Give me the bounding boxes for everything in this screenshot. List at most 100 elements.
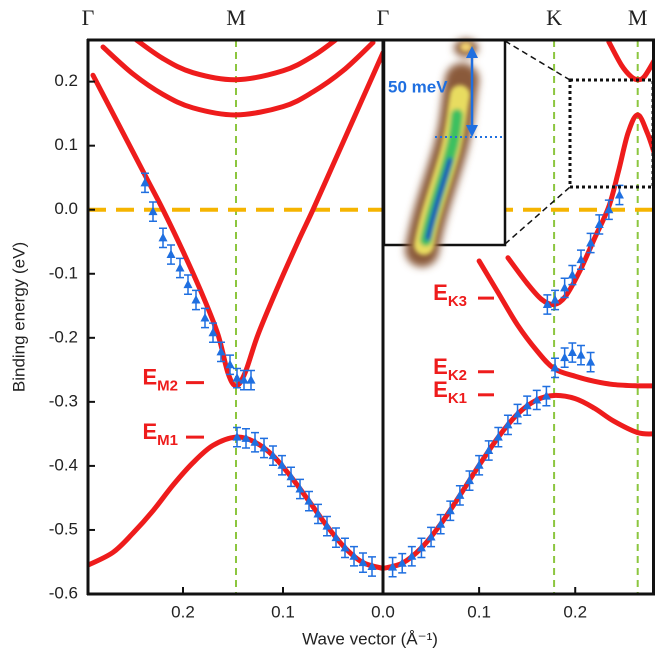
inset-label: 50 meV [388, 77, 448, 96]
data-point [567, 270, 577, 279]
data-point [604, 204, 614, 214]
data-point [436, 519, 446, 528]
y-tick-label: 0.2 [54, 71, 78, 90]
x-tick-label: 0.2 [563, 602, 587, 621]
energy-label-main: E [433, 377, 448, 402]
spectrum-band [425, 157, 453, 241]
energy-label: EK1 [433, 377, 467, 407]
data-point [225, 359, 235, 369]
data-point [445, 505, 455, 515]
frame [86, 38, 655, 596]
y-tick-label: -0.5 [49, 519, 78, 538]
data-point [241, 433, 251, 442]
data-point [208, 327, 218, 337]
zoom-box [568, 78, 655, 189]
data-point [340, 542, 350, 552]
data-point [358, 557, 368, 567]
x-tick-label: 0.1 [271, 602, 295, 621]
energy-label-main: E [142, 364, 157, 389]
data-point [313, 508, 323, 518]
y-tick-label: 0.1 [54, 135, 78, 154]
plot-area [88, 40, 655, 594]
data-point [166, 249, 176, 259]
y-tick-label: -0.4 [49, 455, 78, 474]
data-point [522, 400, 532, 410]
data-point [397, 558, 407, 567]
energy-label-sub: K2 [448, 367, 467, 384]
data-point [560, 352, 570, 362]
symmetry-label: Γ [82, 5, 95, 30]
x-tick-label: 0.0 [371, 602, 395, 621]
y-tick-label: -0.6 [49, 583, 78, 602]
band-curve [606, 40, 655, 83]
band-curve [505, 112, 655, 308]
data-point [594, 219, 604, 228]
zoom-connector [504, 186, 571, 245]
data-point [484, 445, 494, 455]
data-point [542, 299, 552, 309]
y-tick-label: -0.1 [49, 263, 78, 282]
data-point [474, 460, 484, 469]
energy-label-main: E [142, 419, 157, 444]
band-curve [100, 40, 376, 118]
data-point [239, 375, 249, 384]
data-point [286, 471, 296, 481]
data-point [331, 532, 341, 542]
data-point [550, 295, 560, 304]
data-point [455, 490, 465, 499]
data-point [200, 312, 210, 322]
x-tick-label: 0.2 [171, 602, 195, 621]
data-point [560, 282, 570, 292]
spectrum-band [460, 42, 472, 52]
energy-label-sub: K1 [448, 390, 467, 407]
y-tick-label: -0.2 [49, 327, 78, 346]
energy-label-sub: M2 [157, 378, 178, 395]
data-point [295, 483, 305, 493]
band-curve [90, 50, 383, 389]
data-point [216, 346, 226, 356]
data-point [576, 254, 586, 264]
data-point [183, 279, 193, 289]
data-point [465, 475, 475, 485]
data-point [367, 561, 377, 570]
data-point [586, 238, 596, 247]
data-point [322, 521, 332, 530]
symmetry-label: M [226, 5, 246, 30]
data-point [388, 562, 398, 571]
band-curve [383, 392, 655, 571]
energy-label: EK2 [433, 354, 467, 384]
energy-label-main: E [433, 354, 448, 379]
data-point [232, 373, 242, 382]
symmetry-label: K [546, 5, 562, 30]
data-point [246, 375, 256, 384]
data-point [175, 263, 185, 272]
data-point [232, 432, 242, 441]
data-point [614, 189, 624, 199]
inset: 50 meV [382, 38, 507, 267]
data-point [416, 542, 426, 552]
data-point [268, 450, 278, 460]
data-point [493, 432, 503, 441]
y-tick-label: 0.0 [54, 199, 78, 218]
data-point [349, 551, 359, 560]
data-point [277, 460, 287, 469]
y-tick-label: -0.3 [49, 391, 78, 410]
data-point [304, 496, 314, 505]
data-point [541, 391, 551, 400]
data-point [576, 350, 586, 359]
y-axis-label: Binding energy (eV) [9, 242, 28, 392]
data-point [158, 232, 168, 242]
data-point [148, 206, 158, 216]
symmetry-label: Γ [377, 5, 390, 30]
x-tick-label: 0.1 [467, 602, 491, 621]
data-point [250, 437, 260, 446]
energy-label-main: E [433, 280, 448, 305]
band-curve [132, 40, 340, 83]
band-curve [476, 258, 655, 389]
data-point [503, 419, 513, 429]
data-point [407, 551, 417, 560]
data-point [586, 357, 596, 366]
inset-spectrum-core [414, 42, 472, 255]
